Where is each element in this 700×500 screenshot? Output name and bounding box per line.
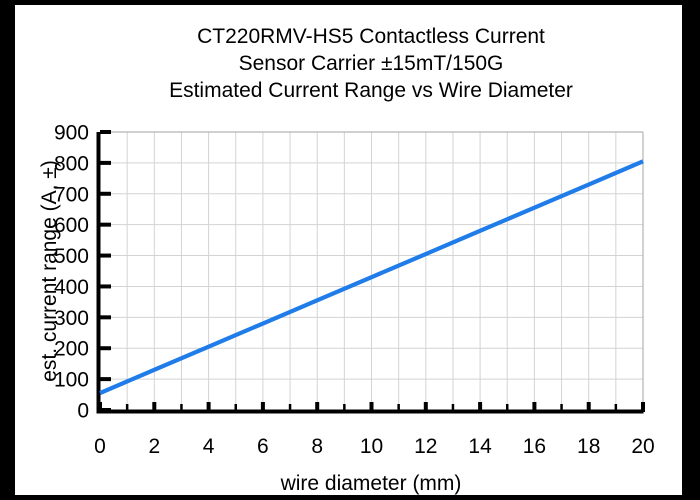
chart-title-line-1: CT220RMV-HS5 Contactless Current	[197, 25, 545, 48]
x-tick-label: 14	[468, 435, 492, 458]
data-line-estimated-current-range	[99, 159, 644, 395]
chart-title-line-2: Sensor Carrier ±15mT/150G	[238, 52, 504, 75]
chart-canvas: CT220RMV-HS5 Contactless Current Sensor …	[15, 5, 682, 495]
x-tick-label: 4	[203, 435, 215, 458]
chart-title-line-3: Estimated Current Range vs Wire Diameter	[169, 79, 573, 102]
y-tick-label: 800	[54, 152, 89, 175]
y-tick-label: 700	[54, 183, 89, 206]
y-tick-label: 200	[54, 338, 89, 361]
x-tick-label: 2	[148, 435, 160, 458]
x-axis-label: wire diameter (mm)	[280, 472, 462, 495]
plot-elements: 0 100 200 300 400 500 600 700 800 900 0 2 4 6 8 10 12 14 1…	[54, 122, 655, 459]
x-tick-label: 8	[311, 435, 323, 458]
x-tick-label: 6	[257, 435, 269, 458]
x-tick-label: 12	[414, 435, 437, 458]
y-tick-label: 900	[54, 122, 89, 145]
y-tick-label: 500	[54, 245, 89, 268]
y-tick-label: 0	[77, 400, 89, 423]
x-tick-label: 18	[577, 435, 600, 458]
x-tick-label: 20	[631, 435, 654, 458]
y-axis-label: est. current range (A, ±)	[38, 160, 61, 382]
x-tick-label: 16	[523, 435, 546, 458]
plot-area: 0 100 200 300 400 500 600 700 800 900 0 2 4 6 8 10 12 14 1…	[38, 122, 655, 496]
y-tick-label: 300	[54, 307, 89, 330]
y-tick-label: 400	[54, 276, 89, 299]
x-tick-label: 10	[360, 435, 383, 458]
y-tick-label: 600	[54, 214, 89, 237]
y-tick-label: 100	[54, 369, 89, 392]
x-tick-label: 0	[94, 435, 106, 458]
chart-title: CT220RMV-HS5 Contactless Current Sensor …	[60, 23, 682, 104]
